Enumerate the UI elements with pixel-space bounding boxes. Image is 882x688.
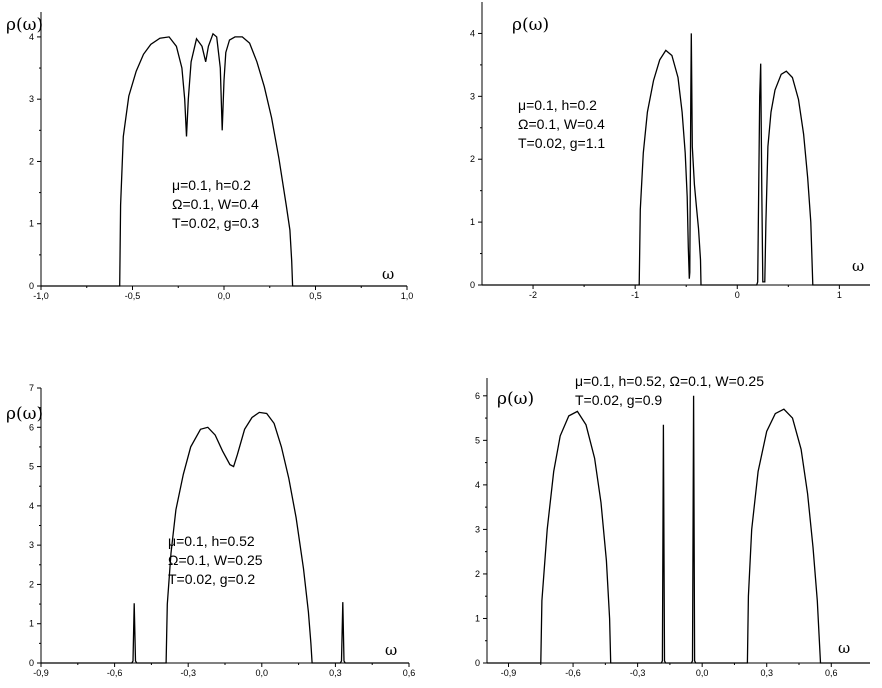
y-tick-label: 4 xyxy=(470,28,475,38)
x-axis-label: ω xyxy=(385,641,397,659)
x-axis-label: ω xyxy=(382,265,394,283)
y-tick-label: 0 xyxy=(475,658,480,668)
x-tick-label: 0,6 xyxy=(403,668,416,678)
y-tick-label: 1 xyxy=(29,619,34,629)
panel-4: -0,9 -0,6 -0,3 0,0 0,3 0,6 0 1 2 3 4 5 6 ρ(ω) ω μ=0.1, … xyxy=(475,373,870,678)
panel-1: -1,0 -0,5 0,0 0,5 1,0 0 1 2 3 4ρ(ω) ω μ=0.1, h=0.2 Ω… xyxy=(6,12,413,301)
y-tick-label: 1 xyxy=(29,219,34,229)
y-axis-label: ρ(ω) xyxy=(497,389,534,409)
y-tick-label: 4 xyxy=(29,501,34,511)
x-axis-label: ω xyxy=(852,257,864,275)
x-tick-label: -0,3 xyxy=(630,668,646,678)
y-tick-label: 5 xyxy=(475,435,480,445)
y-tick-label: 1 xyxy=(470,217,475,227)
x-tick-label: -0,6 xyxy=(565,668,581,678)
x-tick-label: 0,0 xyxy=(696,668,709,678)
y-tick-label: 0 xyxy=(470,280,475,290)
parameter-annotation: μ=0.1, h=0.52 xyxy=(168,533,255,549)
x-tick-label: 0,5 xyxy=(309,291,322,301)
x-tick-label: -1,0 xyxy=(33,291,49,301)
x-tick-label: 0 xyxy=(735,290,740,300)
parameter-annotation: Ω=0.1, W=0.25 xyxy=(168,552,263,568)
y-tick-label: 7 xyxy=(29,383,34,393)
y-tick-label: 6 xyxy=(475,391,480,401)
x-tick-label: 1 xyxy=(837,290,842,300)
y-tick-label: 2 xyxy=(29,579,34,589)
parameter-annotation: T=0.02, g=0.2 xyxy=(168,571,255,587)
x-tick-label: -0,5 xyxy=(125,291,141,301)
x-tick-label: 0,3 xyxy=(329,668,342,678)
panel-2: -2 -1 0 1 0 1 2 3 4 ρ(ω) ω μ=0.1, h=0.2 Ω=0.1, W=0.4… xyxy=(470,2,870,300)
x-tick-label: -2 xyxy=(529,290,537,300)
panel-3: -0,9 -0,6 -0,3 0,0 0,3 0,6 0 1 2 3 4 5 6 7 ρ(ω) ω μ=0.1,… xyxy=(6,383,415,678)
y-tick-label: 1 xyxy=(475,613,480,623)
x-tick-label: -0,3 xyxy=(180,668,196,678)
density-curve xyxy=(482,33,870,286)
parameter-annotation: T=0.02, g=1.1 xyxy=(518,135,605,151)
x-tick-label: -0,6 xyxy=(107,668,123,678)
y-tick-label: 2 xyxy=(29,156,34,166)
y-tick-label: 5 xyxy=(29,462,34,472)
y-tick-label: 3 xyxy=(29,540,34,550)
density-curve xyxy=(41,32,407,287)
x-tick-label: 1,0 xyxy=(401,291,414,301)
y-tick-label: 4 xyxy=(29,32,34,42)
x-tick-label: -0,9 xyxy=(33,668,49,678)
y-tick-label: 3 xyxy=(470,91,475,101)
x-tick-label: 0,0 xyxy=(256,668,269,678)
y-axis-label: ρ(ω) xyxy=(6,15,43,35)
density-curve xyxy=(487,395,870,664)
y-axis-label: ρ(ω) xyxy=(6,404,43,424)
y-tick-label: 3 xyxy=(475,524,480,534)
parameter-annotation: Ω=0.1, W=0.4 xyxy=(172,196,259,212)
parameter-annotation: μ=0.1, h=0.2 xyxy=(172,177,251,193)
parameter-annotation: μ=0.1, h=0.52, Ω=0.1, W=0.25 xyxy=(575,373,764,389)
x-axis-label: ω xyxy=(838,639,850,657)
y-tick-label: 2 xyxy=(475,569,480,579)
x-tick-label: -0,9 xyxy=(501,668,517,678)
parameter-annotation: T=0.02, g=0.3 xyxy=(172,215,259,231)
y-tick-label: 6 xyxy=(29,422,34,432)
parameter-annotation: T=0.02, g=0.9 xyxy=(575,392,662,408)
x-tick-label: 0,0 xyxy=(218,291,231,301)
y-tick-label: 0 xyxy=(29,658,34,668)
y-tick-label: 2 xyxy=(470,154,475,164)
density-curve xyxy=(41,411,409,664)
parameter-annotation: Ω=0.1, W=0.4 xyxy=(518,116,605,132)
y-axis-label: ρ(ω) xyxy=(512,15,549,35)
y-tick-label: 0 xyxy=(29,281,34,291)
parameter-annotation: μ=0.1, h=0.2 xyxy=(518,97,597,113)
x-tick-label: 0,3 xyxy=(760,668,773,678)
y-tick-label: 4 xyxy=(475,480,480,490)
y-tick-label: 3 xyxy=(29,94,34,104)
x-tick-label: -1 xyxy=(631,290,639,300)
x-tick-label: 0,6 xyxy=(825,668,838,678)
